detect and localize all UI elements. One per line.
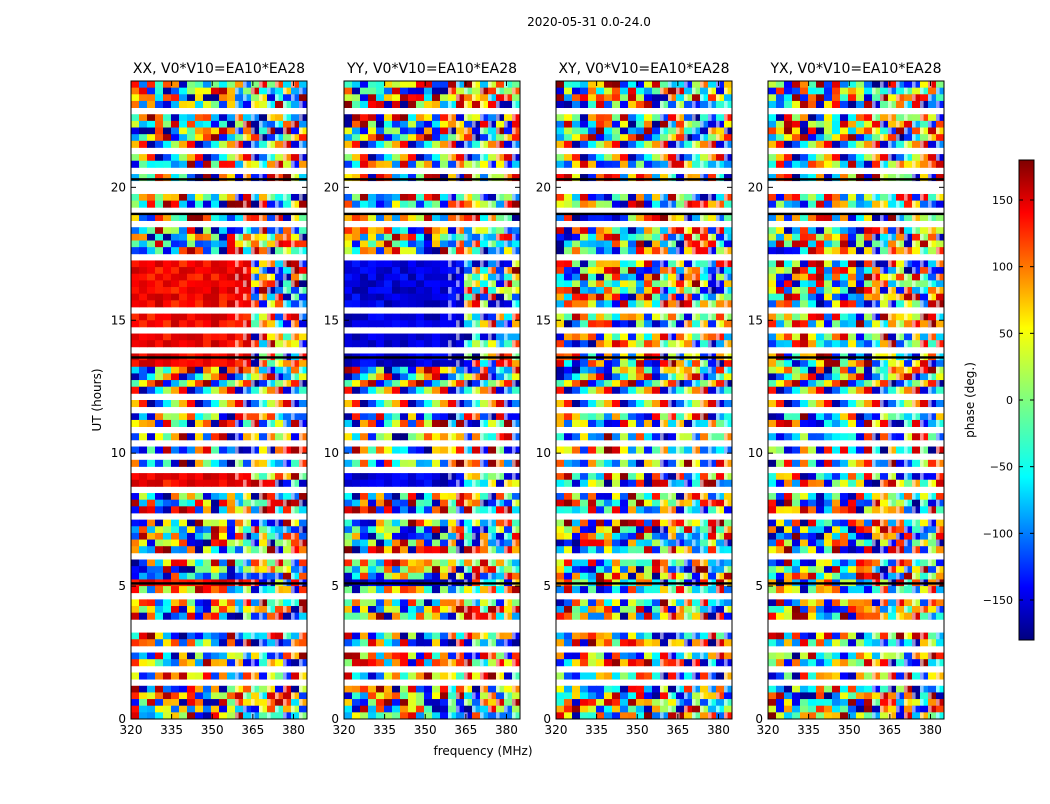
colorbar-label: phase (deg.) bbox=[963, 362, 977, 438]
colorbar-tick-label: 100 bbox=[992, 261, 1013, 274]
panel-title: XX, V0*V10=EA10*EA28 bbox=[133, 61, 305, 77]
x-tick-label: 365 bbox=[878, 723, 901, 737]
x-tick-label: 335 bbox=[797, 723, 820, 737]
y-axis-label: UT (hours) bbox=[90, 368, 104, 431]
x-tick-label: 335 bbox=[585, 723, 608, 737]
y-tick-label: 0 bbox=[755, 712, 763, 726]
phase-heatmap bbox=[556, 81, 732, 719]
y-tick-label: 0 bbox=[543, 712, 551, 726]
panel-title: XY, V0*V10=EA10*EA28 bbox=[558, 61, 729, 77]
panel-title: YY, V0*V10=EA10*EA28 bbox=[346, 61, 517, 77]
y-tick-label: 5 bbox=[118, 579, 126, 593]
colorbar-tick-label: 150 bbox=[992, 194, 1013, 207]
x-axis-label: frequency (MHz) bbox=[433, 744, 532, 758]
x-tick-label: 350 bbox=[838, 723, 861, 737]
y-tick-label: 0 bbox=[331, 712, 339, 726]
x-tick-label: 365 bbox=[241, 723, 264, 737]
x-tick-label: 365 bbox=[666, 723, 689, 737]
y-tick-label: 20 bbox=[748, 180, 763, 194]
x-tick-label: 350 bbox=[414, 723, 437, 737]
x-tick-label: 350 bbox=[201, 723, 224, 737]
y-tick-label: 15 bbox=[536, 313, 551, 327]
x-tick-label: 380 bbox=[707, 723, 730, 737]
colorbar-tick-label: −50 bbox=[990, 461, 1013, 474]
y-tick-label: 10 bbox=[748, 446, 763, 460]
panel-title: YX, V0*V10=EA10*EA28 bbox=[769, 61, 941, 77]
y-tick-label: 5 bbox=[543, 579, 551, 593]
y-tick-label: 15 bbox=[324, 313, 339, 327]
y-tick-label: 10 bbox=[536, 446, 551, 460]
phase-heatmap bbox=[344, 81, 520, 719]
colorbar-tick-label: 0 bbox=[1006, 394, 1013, 407]
colorbar-tick-label: 50 bbox=[999, 327, 1013, 340]
y-tick-label: 5 bbox=[755, 579, 763, 593]
phase-heatmap bbox=[768, 81, 944, 719]
x-tick-label: 380 bbox=[919, 723, 942, 737]
y-tick-label: 15 bbox=[748, 313, 763, 327]
x-tick-label: 380 bbox=[282, 723, 305, 737]
x-tick-label: 335 bbox=[373, 723, 396, 737]
y-tick-label: 20 bbox=[536, 180, 551, 194]
colorbar: −150 −100 −50 0 50 100 150 phase (deg.) bbox=[963, 160, 1034, 640]
phase-heatmap bbox=[131, 81, 307, 719]
figure-suptitle: 2020-05-31 0.0-24.0 bbox=[527, 15, 651, 29]
x-tick-label: 380 bbox=[495, 723, 518, 737]
x-tick-label: 365 bbox=[454, 723, 477, 737]
y-tick-label: 20 bbox=[324, 180, 339, 194]
y-tick-label: 0 bbox=[118, 712, 126, 726]
x-tick-label: 350 bbox=[626, 723, 649, 737]
y-tick-label: 20 bbox=[111, 180, 126, 194]
colorbar-tick-label: −100 bbox=[983, 527, 1013, 540]
x-tick-label: 335 bbox=[160, 723, 183, 737]
y-tick-label: 10 bbox=[324, 446, 339, 460]
y-tick-label: 10 bbox=[111, 446, 126, 460]
colorbar-tick-label: −150 bbox=[983, 594, 1013, 607]
y-tick-label: 5 bbox=[331, 579, 339, 593]
y-tick-label: 15 bbox=[111, 313, 126, 327]
